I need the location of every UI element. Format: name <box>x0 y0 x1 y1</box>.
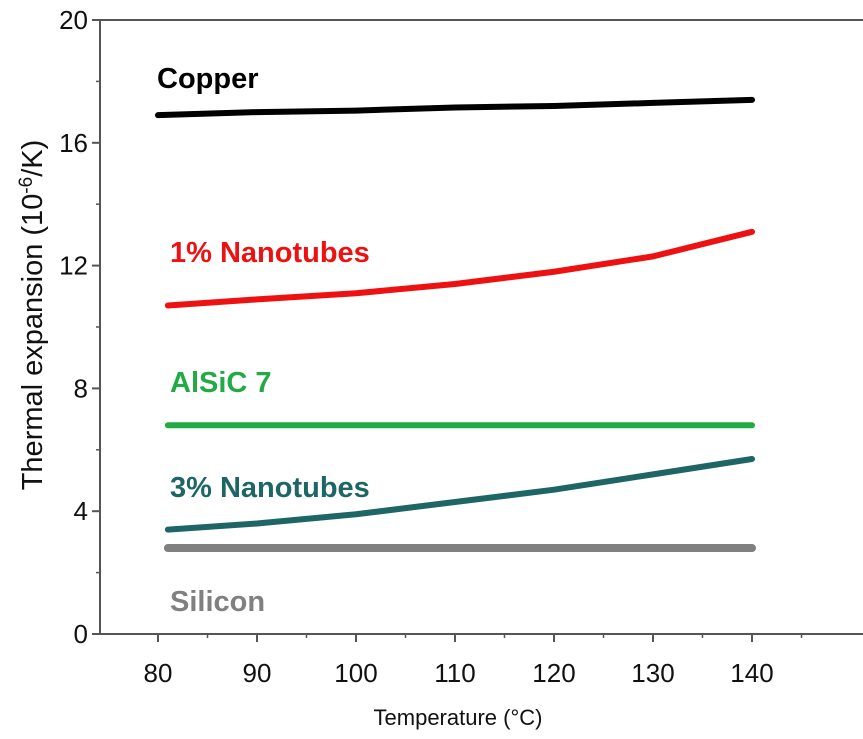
y-axis-title-sup: -6 <box>16 177 37 194</box>
y-tick-label: 8 <box>74 373 88 403</box>
series-labels: Copper 1% Nanotubes AlSiC 7 3% Nanotubes Sil… <box>157 63 370 618</box>
y-tick-label: 20 <box>59 5 88 35</box>
x-tick-label: 100 <box>334 658 377 688</box>
y-axis-title-main: Thermal expansion (10 <box>17 194 49 491</box>
x-tick-label: 130 <box>631 658 674 688</box>
x-tick-label: 110 <box>434 658 475 688</box>
series-line-copper <box>155 96 755 119</box>
series-label-alsic-7: AlSiC 7 <box>170 367 272 399</box>
x-tick-label: 140 <box>730 658 773 688</box>
y-axis-title-tail: /K) <box>17 140 49 177</box>
y-tick-label: 12 <box>59 251 88 281</box>
y-axis-title: Thermal expansion (10-6/K) <box>16 140 50 491</box>
x-tick-label: 80 <box>144 658 173 688</box>
series-label-3-nanotubes: 3% Nanotubes <box>170 472 370 504</box>
x-tick-label: 120 <box>532 658 575 688</box>
series-layer <box>155 96 756 553</box>
y-tick-label: 4 <box>74 496 88 526</box>
series-label-copper: Copper <box>157 63 259 95</box>
x-axis-title: Temperature (°C) <box>374 705 543 730</box>
series-label-1-nanotubes: 1% Nanotubes <box>170 237 370 269</box>
series-label-silicon: Silicon <box>170 586 265 618</box>
x-tick-label: 90 <box>243 658 272 688</box>
ticks: 0 4 8 12 16 20 80 90 100 110 120 130 140 <box>59 5 803 688</box>
y-tick-label: 16 <box>59 128 88 158</box>
y-tick-label: 0 <box>74 619 88 649</box>
series-line-3-nanotubes <box>164 456 755 533</box>
series-line-1-nanotubes <box>164 228 755 309</box>
